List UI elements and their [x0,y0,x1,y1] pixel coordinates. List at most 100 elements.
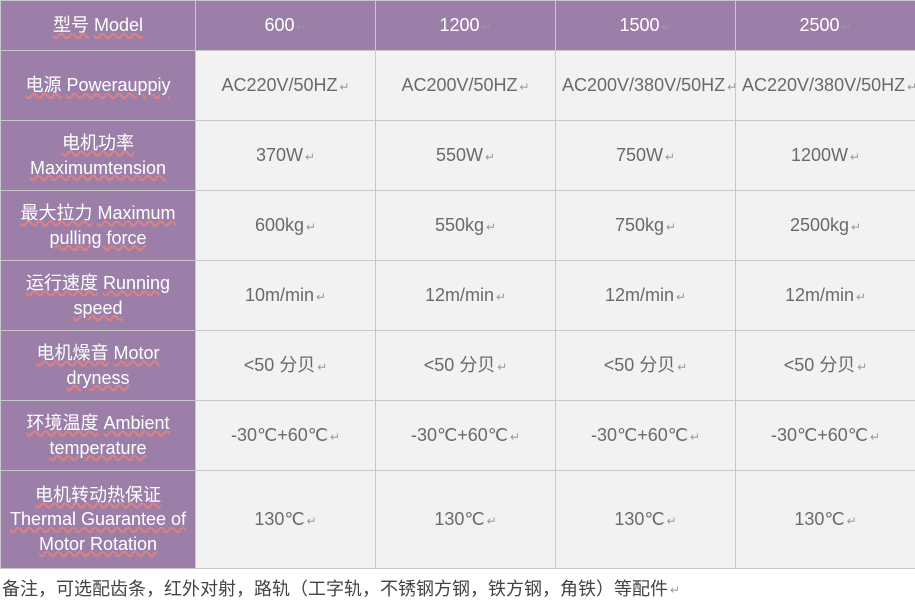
cell-value: AC220V/50HZ [221,75,337,95]
table-row: 电源 PowerauppiyAC220V/50HZ↵AC200V/50HZ↵AC… [1,51,915,121]
cell-value: 600kg [255,215,304,235]
return-icon: ↵ [485,150,495,164]
return-icon: ↵ [330,430,340,444]
cell: 600kg↵ [196,191,376,261]
cell-value: 370W [256,145,303,165]
row-header: 电机转动热保证 Thermal Guarantee of Motor Rotat… [1,471,196,569]
cell: 12m/min↵ [556,261,736,331]
footnote: 备注，可选配齿条，红外对射，路轨（工字轨，不锈钢方钢，铁方钢，角铁）等配件↵ [0,569,915,603]
cell-value: AC220V/380V/50HZ [742,75,905,95]
cell: <50 分贝↵ [196,331,376,401]
row-header-zh: 电机功率 [62,133,134,153]
cell: 1200W↵ [736,121,915,191]
row-header-en: Thermal Guarantee of Motor Rotation [10,509,186,553]
return-icon: ↵ [870,430,880,444]
cell: AC220V/50HZ↵ [196,51,376,121]
cell: -30℃+60℃↵ [376,401,556,471]
model-col-1: 1200↵ [376,1,556,51]
model-label: 1500 [619,15,659,35]
cell: 130℃↵ [196,471,376,569]
table-head-row: 型号 Model 600↵ 1200↵ 1500↵ 2500↵ [1,1,915,51]
cell: 130℃↵ [556,471,736,569]
return-icon: ↵ [497,360,507,374]
cell: 550W↵ [376,121,556,191]
table-row: 运行速度 Running speed10m/min↵12m/min↵12m/mi… [1,261,915,331]
return-icon: ↵ [296,20,306,34]
cell-value: -30℃+60℃ [771,425,868,445]
cell-value: 550W [436,145,483,165]
return-icon: ↵ [667,514,677,528]
cell-value: 12m/min [785,285,854,305]
return-icon: ↵ [307,514,317,528]
cell-value: -30℃+60℃ [591,425,688,445]
model-label: 600 [264,15,294,35]
return-icon: ↵ [841,20,851,34]
return-icon: ↵ [510,430,520,444]
return-icon: ↵ [666,220,676,234]
table-row: 电机燥音 Motor dryness<50 分贝↵<50 分贝↵<50 分贝↵<… [1,331,915,401]
return-icon: ↵ [486,220,496,234]
header-zh: 型号 [53,15,89,35]
cell: 130℃↵ [376,471,556,569]
return-icon: ↵ [727,80,737,94]
cell: AC200V/50HZ↵ [376,51,556,121]
cell: 2500kg↵ [736,191,915,261]
footnote-text: 备注，可选配齿条，红外对射，路轨（工字轨，不锈钢方钢，铁方钢，角铁）等配件 [2,579,668,599]
table-row: 环境温度 Ambient temperature-30℃+60℃↵-30℃+60… [1,401,915,471]
return-icon: ↵ [677,360,687,374]
return-icon: ↵ [496,290,506,304]
return-icon: ↵ [487,514,497,528]
spec-table: 型号 Model 600↵ 1200↵ 1500↵ 2500↵ 电源 Power… [0,0,915,569]
cell-value: 130℃ [254,509,304,529]
return-icon: ↵ [856,290,866,304]
cell: -30℃+60℃↵ [736,401,915,471]
cell: <50 分贝↵ [556,331,736,401]
row-header-zh: 最大拉力 [20,203,92,223]
row-header: 环境温度 Ambient temperature [1,401,196,471]
cell-value: -30℃+60℃ [411,425,508,445]
cell: 750W↵ [556,121,736,191]
model-col-0: 600↵ [196,1,376,51]
return-icon: ↵ [520,80,530,94]
cell-value: 12m/min [605,285,674,305]
table-row: 最大拉力 Maximum pulling force600kg↵550kg↵75… [1,191,915,261]
cell-value: <50 分贝 [424,355,496,375]
row-header: 电源 Powerauppiy [1,51,196,121]
row-header-en: Maximumtension [30,158,166,178]
return-icon: ↵ [857,360,867,374]
row-header: 电机燥音 Motor dryness [1,331,196,401]
cell-value: 750W [616,145,663,165]
cell-value: <50 分贝 [244,355,316,375]
cell: 12m/min↵ [376,261,556,331]
return-icon: ↵ [670,583,680,597]
cell-value: AC200V/380V/50HZ [562,75,725,95]
return-icon: ↵ [305,150,315,164]
return-icon: ↵ [907,80,915,94]
model-label: 2500 [799,15,839,35]
row-header-zh: 运行速度 [26,273,98,293]
model-label: 1200 [439,15,479,35]
cell-value: -30℃+60℃ [231,425,328,445]
cell: -30℃+60℃↵ [556,401,736,471]
cell-value: 550kg [435,215,484,235]
cell-value: <50 分贝 [604,355,676,375]
corner-header: 型号 Model [1,1,196,51]
return-icon: ↵ [317,360,327,374]
table-row: 电机功率 Maximumtension370W↵550W↵750W↵1200W↵ [1,121,915,191]
cell: <50 分贝↵ [376,331,556,401]
cell: AC220V/380V/50HZ↵ [736,51,915,121]
cell-value: 130℃ [614,509,664,529]
row-header: 最大拉力 Maximum pulling force [1,191,196,261]
cell: 10m/min↵ [196,261,376,331]
row-header-zh: 电机转动热保证 [35,485,161,505]
cell: AC200V/380V/50HZ↵ [556,51,736,121]
return-icon: ↵ [481,20,491,34]
row-header: 电机功率 Maximumtension [1,121,196,191]
cell-value: AC200V/50HZ [401,75,517,95]
header-en: Model [94,15,143,35]
table-body: 电源 PowerauppiyAC220V/50HZ↵AC200V/50HZ↵AC… [1,51,915,569]
table-row: 电机转动热保证 Thermal Guarantee of Motor Rotat… [1,471,915,569]
cell: 550kg↵ [376,191,556,261]
return-icon: ↵ [316,290,326,304]
table-head: 型号 Model 600↵ 1200↵ 1500↵ 2500↵ [1,1,915,51]
